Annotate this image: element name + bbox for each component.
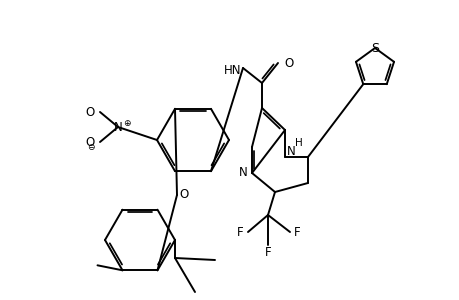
Text: O: O [85, 136, 95, 148]
Text: ⊖: ⊖ [87, 142, 95, 152]
Text: ⊕: ⊕ [123, 118, 130, 127]
Text: N: N [239, 167, 247, 179]
Text: O: O [283, 56, 293, 70]
Text: O: O [179, 188, 188, 202]
Text: F: F [264, 247, 271, 260]
Text: H: H [294, 138, 302, 148]
Text: HN: HN [223, 64, 241, 76]
Text: N: N [113, 121, 122, 134]
Text: O: O [85, 106, 95, 118]
Text: F: F [237, 226, 243, 238]
Text: S: S [370, 41, 378, 55]
Text: F: F [293, 226, 300, 238]
Text: N: N [286, 145, 295, 158]
